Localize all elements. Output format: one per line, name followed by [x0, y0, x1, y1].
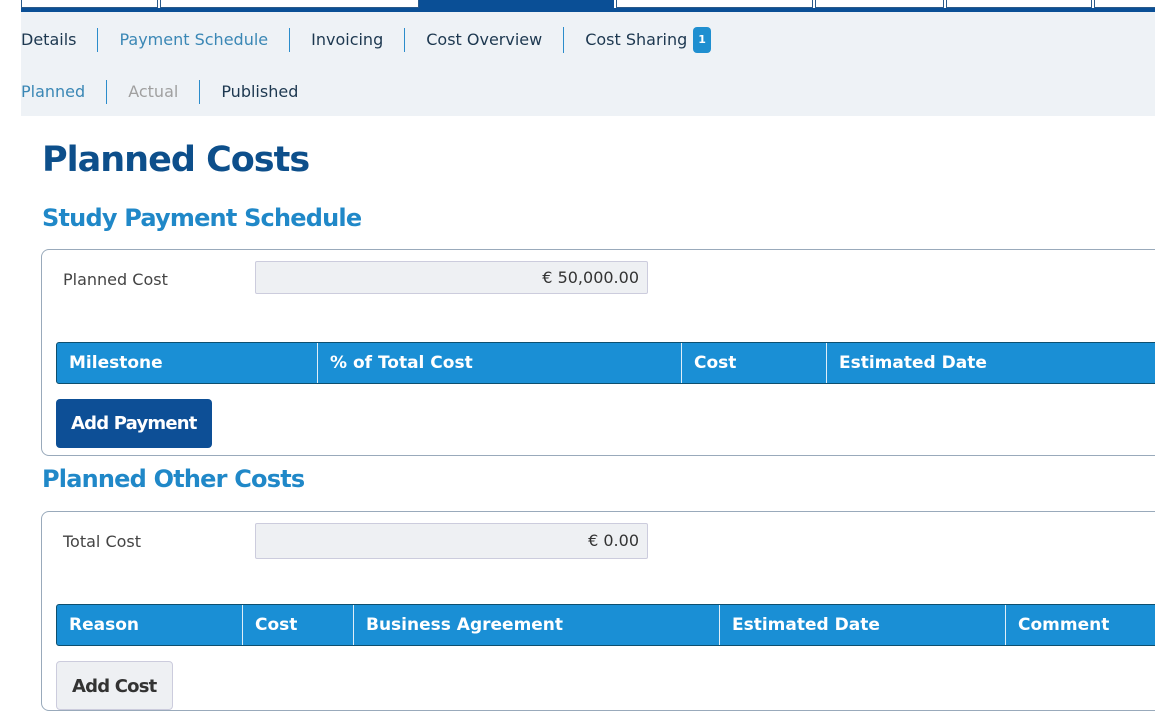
section-nav: Details Payment Schedule Invoicing Cost …	[21, 27, 732, 53]
tab-cost-sharing[interactable]: Cost Sharing 1	[563, 27, 732, 53]
count-badge: 1	[693, 27, 711, 53]
subtab-nav: Planned Actual Published	[21, 80, 319, 104]
planned-cost-value: € 50,000.00	[255, 261, 648, 294]
tab-details[interactable]: Details	[21, 30, 77, 49]
tab-payment-schedule[interactable]: Payment Schedule	[97, 28, 289, 52]
tab-bar-underline	[21, 8, 1155, 12]
top-tab[interactable]	[160, 0, 419, 8]
column-header[interactable]: Estimated Date	[720, 605, 1006, 645]
column-header[interactable]: Cost	[243, 605, 354, 645]
column-header[interactable]: Cost	[682, 343, 827, 383]
top-tabs	[21, 0, 1155, 8]
table-header: Milestone % of Total Cost Cost Estimated…	[56, 342, 1155, 384]
top-tab[interactable]	[815, 0, 944, 8]
subnav-panel	[21, 12, 1155, 116]
section-title: Study Payment Schedule	[42, 204, 362, 232]
column-header[interactable]: Estimated Date	[839, 353, 987, 373]
tab-cost-overview[interactable]: Cost Overview	[404, 28, 563, 52]
add-payment-button[interactable]: Add Payment	[56, 399, 212, 448]
column-header[interactable]: Business Agreement	[354, 605, 720, 645]
column-header[interactable]: % of Total Cost	[318, 343, 682, 383]
table-header: Reason Cost Business Agreement Estimated…	[56, 604, 1155, 646]
top-tab[interactable]	[21, 0, 158, 8]
total-cost-label: Total Cost	[63, 532, 142, 551]
tab-label: Cost Sharing	[585, 30, 688, 49]
column-header[interactable]: Comment	[1018, 615, 1110, 635]
column-header[interactable]: Milestone	[57, 343, 318, 383]
tab-invoicing[interactable]: Invoicing	[289, 28, 404, 52]
top-tab[interactable]	[1094, 0, 1155, 8]
other-costs-panel: Total Cost € 0.00 Reason Cost Business A…	[41, 511, 1155, 711]
planned-cost-label: Planned Cost	[63, 270, 168, 289]
section-title: Planned Other Costs	[42, 465, 305, 493]
subtab-actual: Actual	[106, 80, 199, 104]
page-title: Planned Costs	[42, 140, 310, 180]
column-header[interactable]: Reason	[57, 605, 243, 645]
payment-schedule-panel: Planned Cost € 50,000.00 Milestone % of …	[41, 249, 1155, 456]
top-tab[interactable]	[616, 0, 813, 8]
subtab-planned[interactable]: Planned	[21, 82, 86, 101]
top-tab[interactable]	[946, 0, 1092, 8]
add-cost-button[interactable]: Add Cost	[56, 661, 173, 710]
top-tab-active[interactable]	[419, 0, 614, 8]
total-cost-value: € 0.00	[255, 523, 648, 559]
subtab-published[interactable]: Published	[199, 80, 319, 104]
